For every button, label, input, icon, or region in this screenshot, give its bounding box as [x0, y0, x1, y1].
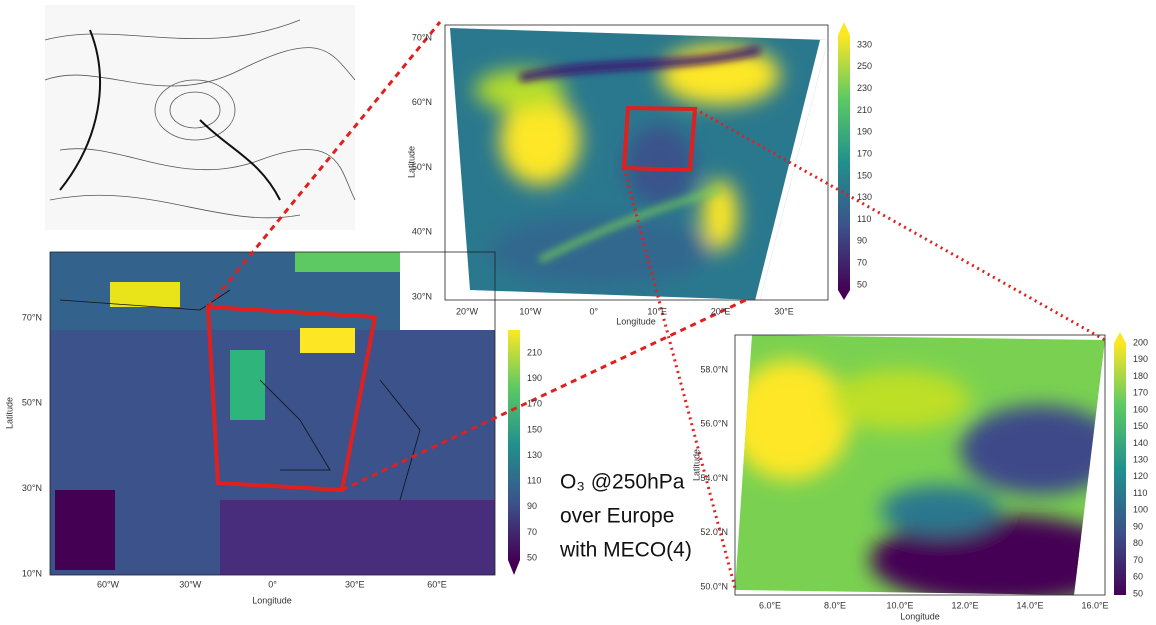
x-tick-label: 8.0°E — [824, 600, 846, 610]
y-tick-label: 60°N — [412, 97, 432, 107]
x-tick-label: 60°E — [427, 579, 447, 589]
y-tick-label: 30°N — [22, 483, 42, 493]
x-tick-label: 10°W — [519, 306, 542, 316]
colorbar-label: 150 — [1133, 421, 1148, 431]
frames — [49, 24, 1106, 596]
colorbar-label: 190 — [1133, 354, 1148, 364]
caption-line: O₃ @250hPa — [560, 471, 685, 494]
x-tick-label: 0° — [589, 306, 598, 316]
colorbar-label: 330 — [857, 39, 872, 49]
colorbar-label: 200 — [1133, 337, 1148, 347]
y-tick-label: 50.0°N — [700, 581, 728, 591]
colorbar-label: 140 — [1133, 438, 1148, 448]
zoom-map — [735, 335, 1105, 595]
y-tick-label: 50°N — [412, 162, 432, 172]
y-tick-label: 30°N — [412, 291, 432, 301]
europe-map — [450, 28, 828, 300]
x-axis-label: Longitude — [900, 611, 940, 621]
y-axis-label: Latitude — [4, 397, 14, 429]
colorbar-label: 210 — [857, 105, 872, 115]
colorbar-label: 100 — [1133, 505, 1148, 515]
y-tick-label: 52.0°N — [700, 527, 728, 537]
x-tick-label: 60°W — [97, 579, 120, 589]
colorbar-label: 60 — [1133, 572, 1143, 582]
x-tick-label: 20°E — [711, 306, 731, 316]
colorbar-label: 110 — [857, 214, 871, 224]
colorbar-label: 250 — [857, 61, 872, 71]
y-tick-label: 10°N — [22, 568, 42, 578]
y-axis-label: Latitude — [691, 449, 701, 481]
x-tick-label: 10°E — [647, 306, 667, 316]
colorbar-label: 170 — [527, 399, 542, 409]
colorbar-label: 170 — [1133, 388, 1148, 398]
colorbar-label: 50 — [857, 279, 867, 289]
colorbar-label: 230 — [857, 83, 872, 93]
colorbar-label: 90 — [1133, 521, 1143, 531]
y-tick-label: 54.0°N — [700, 473, 728, 483]
colorbar-label: 150 — [857, 170, 872, 180]
colorbar-label: 50 — [1133, 588, 1143, 598]
colorbar-label: 150 — [527, 424, 542, 434]
colorbars — [508, 22, 1126, 595]
x-tick-label: 20°W — [456, 306, 479, 316]
y-tick-label: 70°N — [22, 312, 42, 322]
zoom-indicators — [205, 21, 1106, 589]
y-tick-label: 70°N — [412, 32, 432, 42]
global-map — [50, 252, 495, 575]
caption-line: over Europe — [560, 505, 674, 528]
caption: O₃ @250hPa over Europe with MECO(4) — [559, 471, 692, 562]
colorbar-label: 180 — [1133, 371, 1148, 381]
colorbar-label: 190 — [857, 127, 872, 137]
x-tick-label: 30°E — [774, 306, 794, 316]
colorbar-label: 90 — [857, 236, 867, 246]
x-axis-label: Longitude — [252, 595, 292, 605]
x-tick-label: 6.0°E — [759, 600, 781, 610]
x-tick-label: 16.0°E — [1081, 600, 1108, 610]
colorbar-label: 160 — [1133, 404, 1148, 414]
x-tick-label: 10.0°E — [886, 600, 913, 610]
x-tick-label: 14.0°E — [1016, 600, 1043, 610]
y-axis-label: Latitude — [406, 146, 416, 178]
x-tick-label: 12.0°E — [951, 600, 978, 610]
x-tick-label: 30°W — [179, 579, 202, 589]
x-tick-label: 0° — [268, 579, 277, 589]
colorbar-label: 70 — [527, 527, 537, 537]
colorbar-label: 90 — [527, 501, 537, 511]
colorbar-label: 50 — [527, 552, 537, 562]
colorbar-label: 130 — [527, 450, 542, 460]
weather-chart — [44, 5, 356, 230]
y-tick-label: 56.0°N — [700, 419, 728, 429]
x-tick-label: 30°E — [345, 579, 365, 589]
colorbar-label: 80 — [1133, 538, 1143, 548]
colorbar-label: 70 — [1133, 555, 1143, 565]
y-tick-label: 50°N — [22, 398, 42, 408]
colorbar-label: 110 — [1133, 488, 1147, 498]
colorbar-label: 70 — [857, 258, 867, 268]
caption-line: with MECO(4) — [559, 539, 692, 562]
colorbar-label: 130 — [1133, 455, 1148, 465]
colorbar-label: 190 — [527, 373, 542, 383]
colorbar-label: 120 — [1133, 471, 1148, 481]
y-tick-label: 58.0°N — [700, 364, 728, 374]
colorbar-label: 170 — [857, 148, 872, 158]
x-axis-label: Longitude — [616, 316, 656, 326]
colorbar-label: 130 — [857, 192, 872, 202]
y-tick-label: 40°N — [412, 227, 432, 237]
colorbar-label: 110 — [527, 476, 541, 486]
colorbar-label: 210 — [527, 347, 542, 357]
